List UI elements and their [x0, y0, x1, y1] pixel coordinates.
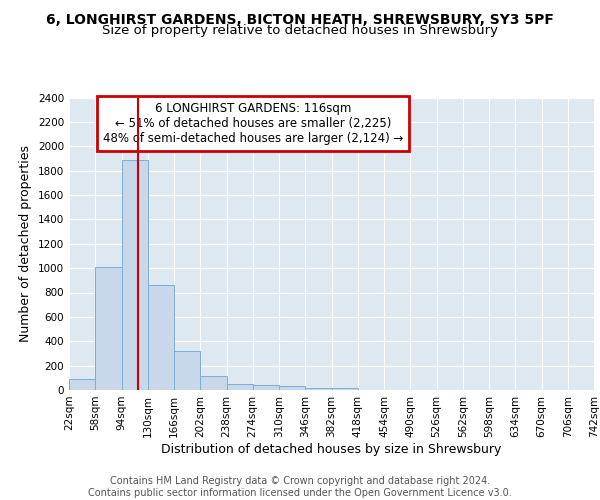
Bar: [174, 351, 200, 390]
Bar: [227, 384, 253, 390]
Bar: [148, 285, 174, 390]
Bar: [331, 388, 358, 390]
Bar: [200, 376, 227, 390]
Text: 6 LONGHIRST GARDENS: 116sqm
← 51% of detached houses are smaller (2,225)
48% of : 6 LONGHIRST GARDENS: 116sqm ← 51% of det…: [103, 102, 403, 145]
Bar: [253, 384, 279, 390]
Bar: [279, 386, 305, 390]
Y-axis label: Number of detached properties: Number of detached properties: [19, 145, 32, 342]
Bar: [121, 160, 148, 390]
Text: Size of property relative to detached houses in Shrewsbury: Size of property relative to detached ho…: [102, 24, 498, 37]
Text: Contains HM Land Registry data © Crown copyright and database right 2024.
Contai: Contains HM Land Registry data © Crown c…: [88, 476, 512, 498]
Bar: [305, 388, 331, 390]
Bar: [69, 379, 95, 390]
Text: 6, LONGHIRST GARDENS, BICTON HEATH, SHREWSBURY, SY3 5PF: 6, LONGHIRST GARDENS, BICTON HEATH, SHRE…: [46, 12, 554, 26]
X-axis label: Distribution of detached houses by size in Shrewsbury: Distribution of detached houses by size …: [161, 442, 502, 456]
Bar: [95, 267, 121, 390]
